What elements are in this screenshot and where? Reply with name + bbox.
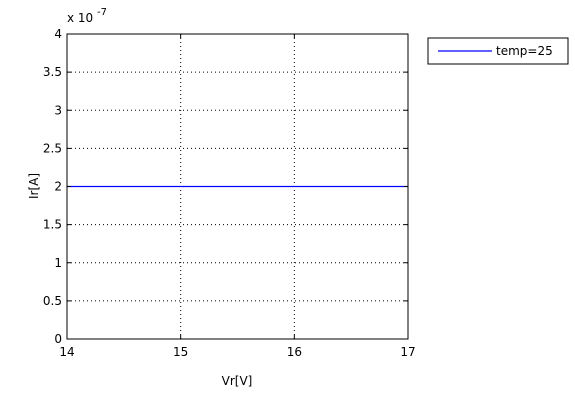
y-tick-label: 0.5	[43, 294, 62, 308]
legend: temp=25	[427, 37, 569, 65]
x-axis-ticks: 14 15 16 17	[59, 34, 416, 359]
y-multiplier-base: x 10	[67, 11, 93, 25]
x-tick-label: 14	[59, 345, 74, 359]
y-axis-ticks: 0 0.5 1 1.5 2 2.5 3 3.5 4	[43, 27, 408, 346]
y-tick-label: 1	[54, 256, 62, 270]
y-tick-label: 0	[54, 332, 62, 346]
legend-label: temp=25	[496, 44, 553, 58]
y-tick-label: 3.5	[43, 65, 62, 79]
y-tick-label: 1.5	[43, 218, 62, 232]
x-tick-label: 16	[287, 345, 302, 359]
x-tick-label: 17	[400, 345, 415, 359]
y-tick-label: 2.5	[43, 141, 62, 155]
y-multiplier: x 10 -7	[67, 7, 107, 25]
y-tick-label: 3	[54, 103, 62, 117]
y-axis-label: Ir[A]	[27, 173, 41, 199]
y-tick-label: 4	[54, 27, 62, 41]
x-axis-label: Vr[V]	[222, 374, 253, 388]
y-tick-label: 2	[54, 180, 62, 194]
x-tick-label: 15	[173, 345, 188, 359]
y-multiplier-exponent: -7	[97, 7, 107, 18]
